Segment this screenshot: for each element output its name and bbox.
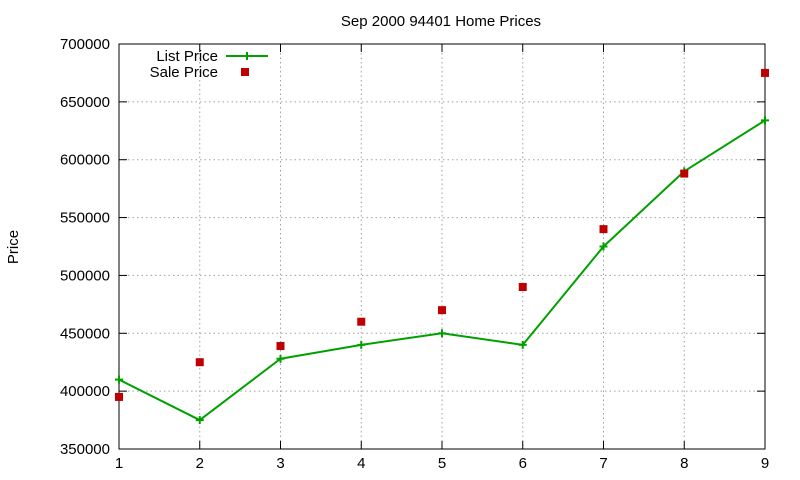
data-point [276, 342, 285, 351]
data-point [115, 392, 123, 401]
chart-title: Sep 2000 94401 Home Prices [341, 13, 541, 30]
y-tick-label: 350000 [60, 441, 110, 458]
data-point [357, 317, 366, 326]
x-tick-label: 9 [761, 455, 769, 472]
data-point [195, 416, 204, 425]
y-axis-label: Price [5, 230, 22, 264]
y-tick-label: 500000 [60, 267, 110, 284]
data-point [438, 329, 446, 338]
series-group [115, 68, 769, 425]
y-tick-label: 600000 [60, 152, 110, 169]
series-list-price [115, 116, 769, 425]
data-point [761, 68, 769, 77]
data-point [518, 340, 527, 349]
data-point [357, 340, 366, 349]
x-tick-label: 2 [196, 455, 204, 472]
x-tick-label: 7 [599, 455, 607, 472]
x-tick-label: 1 [115, 455, 123, 472]
plot-border [118, 43, 766, 450]
y-tick-label: 400000 [60, 383, 110, 400]
x-tick-label: 6 [519, 455, 527, 472]
data-point [195, 358, 204, 367]
legend-label: Sale Price [150, 64, 218, 81]
data-point [276, 354, 285, 363]
data-point [115, 375, 123, 384]
y-tick-label: 550000 [60, 210, 110, 227]
y-tick-label: 700000 [60, 36, 110, 53]
data-point [518, 283, 527, 291]
data-point [599, 242, 608, 251]
x-tick-label: 3 [276, 455, 284, 472]
x-tick-label: 8 [680, 455, 688, 472]
legend-marker [243, 52, 251, 60]
y-tick-label: 650000 [60, 94, 110, 111]
axes: 350000 400000 450000 500000 550000 600000 6500… [60, 36, 769, 472]
data-point [599, 225, 608, 234]
y-tick-label: 450000 [60, 325, 110, 342]
grid-lines [119, 44, 765, 449]
x-tick-label: 4 [357, 455, 365, 472]
x-tick-label: 5 [438, 455, 446, 472]
data-point [680, 169, 689, 178]
series-sale-price [115, 68, 769, 401]
data-point [438, 306, 446, 315]
legend-label: List Price [156, 48, 218, 65]
data-point [761, 116, 769, 125]
legend-marker [241, 68, 249, 76]
